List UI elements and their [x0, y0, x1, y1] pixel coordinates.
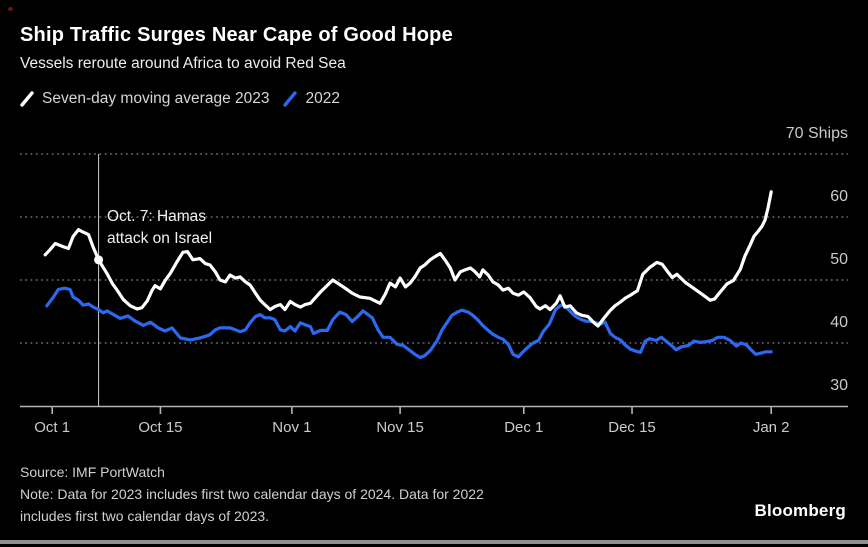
x-tick-label: Dec 1 — [504, 419, 544, 436]
source-line: Source: IMF PortWatch — [20, 464, 165, 480]
y-tick-label: 60 — [830, 188, 848, 205]
event-annotation: Oct. 7: Hamas attack on Israel — [107, 206, 212, 250]
note-line1: Note: Data for 2023 includes first two c… — [20, 486, 484, 502]
footer-notes: Source: IMF PortWatch Note: Data for 202… — [20, 461, 484, 527]
event-annotation-line1: Oct. 7: Hamas — [107, 208, 207, 225]
white-slash-icon — [20, 91, 34, 107]
bloomberg-logo: Bloomberg — [754, 501, 846, 520]
y-tick-label: 50 — [830, 251, 848, 268]
chart-subtitle: Vessels reroute around Africa to avoid R… — [20, 55, 346, 72]
chart-title: Ship Traffic Surges Near Cape of Good Ho… — [20, 24, 453, 46]
y-tick-label: 70 Ships — [785, 125, 848, 142]
event-annotation-line2: attack on Israel — [107, 230, 213, 247]
legend-item-2023: Seven-day moving average 2023 — [20, 90, 269, 108]
y-tick-label: 30 — [830, 377, 848, 394]
x-tick-label: Dec 15 — [608, 419, 656, 436]
note-line2: includes first two calendar days of 2023… — [20, 508, 270, 524]
legend-label-2023: Seven-day moving average 2023 — [42, 90, 270, 107]
record-indicator-dot — [8, 7, 13, 11]
x-tick-label: Jan 2 — [752, 419, 790, 436]
legend-item-2022: 2022 — [283, 90, 340, 108]
series-line-2022 — [45, 286, 773, 360]
x-tick-label: Nov 1 — [272, 419, 312, 436]
y-tick-label: 40 — [830, 314, 848, 331]
window-bottom-edge — [0, 540, 868, 544]
series-line-2023 — [43, 190, 773, 328]
x-tick-label: Oct 1 — [34, 419, 71, 436]
legend: Seven-day moving average 2023 2022 — [20, 90, 340, 108]
x-tick-label: Nov 15 — [376, 419, 424, 436]
legend-label-2022: 2022 — [305, 90, 340, 107]
chart-plot-area — [20, 153, 848, 414]
blue-slash-icon — [283, 91, 298, 107]
annotation-marker-dot — [94, 255, 104, 265]
x-tick-label: Oct 15 — [138, 419, 183, 436]
